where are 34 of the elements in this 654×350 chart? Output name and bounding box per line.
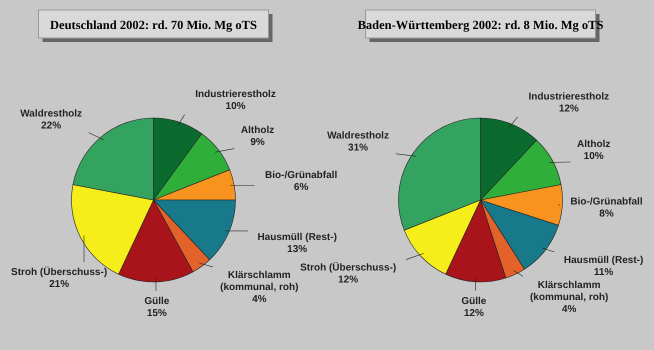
data-label: 4% — [252, 294, 267, 305]
data-label: 13% — [287, 244, 308, 256]
data-label: 12% — [558, 103, 579, 114]
slice-label: Industrierestholz — [528, 91, 610, 102]
data-label: 22% — [41, 120, 62, 132]
data-label: 11% — [594, 266, 614, 278]
slice-label: Bio-/Grünabfall — [570, 196, 643, 208]
slice-label: Klärschlamm (kommunal, roh) — [220, 270, 298, 293]
data-label: 8% — [599, 208, 614, 220]
data-label: 31% — [348, 142, 368, 154]
chart-title: Deutschland 2002: rd. 70 Mio. Mg oTS — [50, 18, 258, 32]
data-label: 15% — [146, 308, 167, 319]
slice-label: Waldrestholz — [327, 130, 389, 142]
data-label: 4% — [562, 304, 576, 315]
data-label: 10% — [226, 101, 246, 112]
data-label: 6% — [294, 182, 308, 194]
slice-label: Industrierestholz — [195, 89, 276, 100]
slice-label: Klärschlamm (kommunal, roh) — [530, 280, 608, 303]
slice-label: Stroh (Überschuss-) — [300, 262, 396, 274]
slice-label: Hausmüll (Rest-) — [257, 232, 337, 244]
data-label: 10% — [584, 150, 604, 162]
data-label: 9% — [250, 137, 265, 148]
slice-label: Bio-/Grünabfall — [265, 170, 338, 182]
slice-label: Gülle — [144, 296, 170, 307]
chart-title: Baden-Württemberg 2002: rd. 8 Mio. Mg oTS — [358, 18, 604, 32]
slice-label: Stroh (Überschuss-) — [11, 266, 108, 278]
slice-label: Hausmüll (Rest-) — [564, 254, 644, 266]
slice-label: Waldrestholz — [20, 108, 82, 120]
data-label: 21% — [49, 279, 70, 290]
slice-label: Altholz — [240, 125, 274, 136]
slice-label: Altholz — [577, 138, 610, 150]
data-label: 12% — [338, 274, 358, 286]
data-label: 12% — [464, 308, 484, 319]
slice-label: Gülle — [461, 296, 487, 307]
